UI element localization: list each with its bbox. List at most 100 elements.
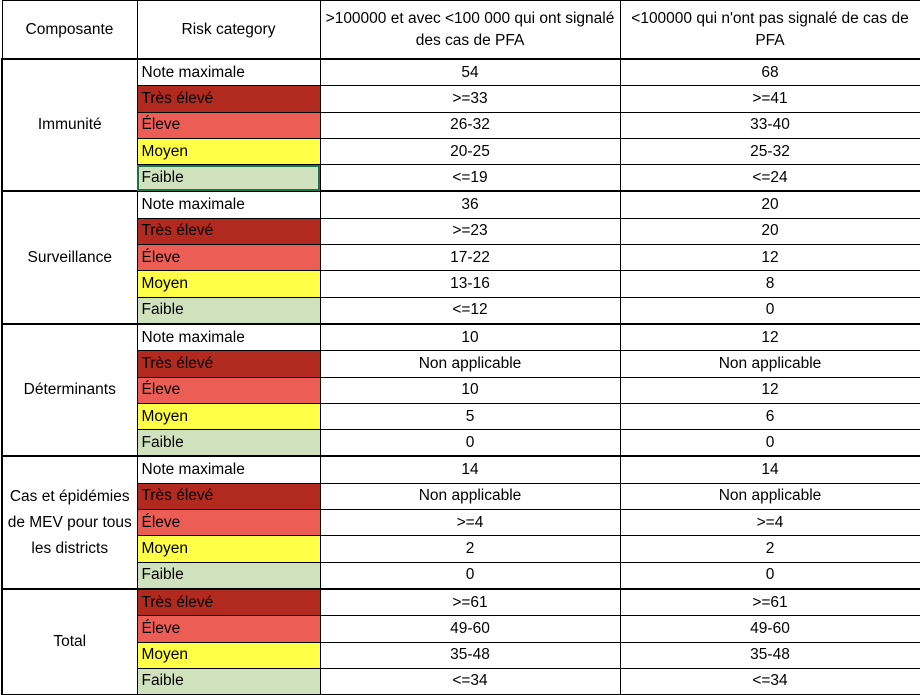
value-cell-col-a[interactable]: 0 xyxy=(319,429,621,457)
group-name-cell[interactable]: Cas et épidémies de MEV pour tous les di… xyxy=(1,455,138,590)
value-cell-col-b[interactable]: 12 xyxy=(619,322,920,352)
table-row: Faible <=34 <=34 xyxy=(2,667,920,695)
value-cell-col-b[interactable]: 6 xyxy=(619,402,920,431)
value-cell-col-a[interactable]: >=33 xyxy=(319,85,621,113)
value-cell-col-a[interactable]: 5 xyxy=(319,402,621,431)
value-cell-col-a[interactable]: <=19 xyxy=(319,164,621,192)
value-cell-col-a[interactable]: 10 xyxy=(319,322,621,352)
table-row: Éleve 17-22 12 xyxy=(2,244,920,272)
value-cell-col-b[interactable]: 49-60 xyxy=(619,615,920,643)
value-cell-col-a[interactable]: >=4 xyxy=(319,509,621,537)
value-cell-col-b[interactable]: 68 xyxy=(619,58,920,87)
risk-category-cell[interactable]: Note maximale xyxy=(136,58,321,87)
table-row: Moyen 20-25 25-32 xyxy=(2,137,920,166)
table-row: Déterminants Note maximale 10 12 xyxy=(1,322,920,457)
group-name-cell[interactable]: Déterminants xyxy=(1,322,138,457)
table-row: Très élevé >=23 20 xyxy=(2,217,920,246)
risk-category-cell[interactable]: Éleve xyxy=(136,509,321,537)
value-cell-col-b[interactable]: >=61 xyxy=(619,587,920,617)
table-body: Immunité Note maximale 54 68 Très élevé >=33 >… xyxy=(1,57,920,695)
value-cell-col-a[interactable]: >=23 xyxy=(319,217,621,246)
header-col-b[interactable]: <100000 qui n'ont pas signalé de cas de … xyxy=(619,0,920,60)
table-row: Immunité Note maximale 54 68 xyxy=(1,57,920,192)
value-cell-col-a[interactable]: 54 xyxy=(319,58,621,87)
value-cell-col-b[interactable]: >=41 xyxy=(619,85,920,113)
risk-category-cell[interactable]: Note maximale xyxy=(136,455,321,484)
table-row: Éleve 10 12 xyxy=(2,376,920,404)
header-risk-category[interactable]: Risk category xyxy=(136,0,321,60)
value-cell-col-a[interactable]: 20-25 xyxy=(319,137,621,166)
risk-category-cell[interactable]: Très élevé xyxy=(136,85,321,113)
table-row: Très élevé Non applicable Non applicable xyxy=(2,482,920,511)
risk-category-cell[interactable]: Très élevé xyxy=(136,482,321,511)
value-cell-col-b[interactable]: Non applicable xyxy=(619,482,920,511)
risk-category-cell[interactable]: Faible xyxy=(136,561,321,590)
risk-category-cell[interactable]: Note maximale xyxy=(136,322,321,352)
table-row: Faible <=19 <=24 xyxy=(2,164,920,192)
value-cell-col-b[interactable]: 0 xyxy=(619,429,920,457)
risk-category-cell[interactable]: Moyen xyxy=(136,137,321,166)
value-cell-col-b[interactable]: 12 xyxy=(619,376,920,404)
group-name-cell[interactable]: Immunité xyxy=(1,57,138,192)
header-composante[interactable]: Composante xyxy=(1,0,138,60)
value-cell-col-a[interactable]: 13-16 xyxy=(319,270,621,298)
risk-category-cell[interactable]: Moyen xyxy=(136,402,321,431)
value-cell-col-b[interactable]: Non applicable xyxy=(619,350,920,378)
value-cell-col-b[interactable]: 8 xyxy=(619,270,920,298)
group-name-cell[interactable]: Total xyxy=(1,587,138,695)
table-row: Total Très élevé >=61 >=61 xyxy=(1,587,920,695)
value-cell-col-b[interactable]: 35-48 xyxy=(619,641,920,669)
risk-category-cell[interactable]: Très élevé xyxy=(136,350,321,378)
table-row: Faible 0 0 xyxy=(2,561,920,590)
risk-category-cell[interactable]: Faible xyxy=(136,296,321,325)
risk-category-cell[interactable]: Faible xyxy=(136,429,321,457)
value-cell-col-a[interactable]: <=34 xyxy=(319,667,621,695)
value-cell-col-b[interactable]: 20 xyxy=(619,217,920,246)
table-row: Très élevé Non applicable Non applicable xyxy=(2,350,920,378)
value-cell-col-a[interactable]: 14 xyxy=(319,455,621,484)
risk-category-cell[interactable]: Moyen xyxy=(136,641,321,669)
risk-category-cell[interactable]: Faible xyxy=(136,164,321,192)
value-cell-col-a[interactable]: 26-32 xyxy=(319,111,621,139)
table-row: Éleve 49-60 49-60 xyxy=(2,615,920,643)
table-row: Éleve 26-32 33-40 xyxy=(2,111,920,139)
value-cell-col-b[interactable]: 25-32 xyxy=(619,137,920,166)
risk-category-cell[interactable]: Note maximale xyxy=(136,190,321,219)
value-cell-col-b[interactable]: 33-40 xyxy=(619,111,920,139)
value-cell-col-b[interactable]: 2 xyxy=(619,535,920,563)
value-cell-col-b[interactable]: <=34 xyxy=(619,667,920,695)
value-cell-col-a[interactable]: 35-48 xyxy=(319,641,621,669)
value-cell-col-a[interactable]: 36 xyxy=(319,190,621,219)
value-cell-col-b[interactable]: 20 xyxy=(619,190,920,219)
value-cell-col-a[interactable]: Non applicable xyxy=(319,482,621,511)
value-cell-col-b[interactable]: <=24 xyxy=(619,164,920,192)
value-cell-col-b[interactable]: 12 xyxy=(619,244,920,272)
value-cell-col-b[interactable]: 14 xyxy=(619,455,920,484)
value-cell-col-b[interactable]: 0 xyxy=(619,561,920,590)
risk-category-cell[interactable]: Éleve xyxy=(136,244,321,272)
value-cell-col-b[interactable]: 0 xyxy=(619,296,920,325)
value-cell-col-a[interactable]: 10 xyxy=(319,376,621,404)
table-row: Cas et épidémies de MEV pour tous les di… xyxy=(1,455,920,590)
value-cell-col-a[interactable]: 0 xyxy=(319,561,621,590)
risk-category-cell[interactable]: Très élevé xyxy=(136,587,321,617)
value-cell-col-a[interactable]: Non applicable xyxy=(319,350,621,378)
header-col-a[interactable]: >100000 et avec <100 000 qui ont signalé… xyxy=(319,0,621,60)
risk-category-cell[interactable]: Faible xyxy=(136,667,321,695)
table-row: Moyen 13-16 8 xyxy=(2,270,920,298)
value-cell-col-a[interactable]: >=61 xyxy=(319,587,621,617)
value-cell-col-a[interactable]: 49-60 xyxy=(319,615,621,643)
table-row: Faible 0 0 xyxy=(2,429,920,457)
risk-category-cell[interactable]: Éleve xyxy=(136,111,321,139)
risk-category-cell[interactable]: Très élevé xyxy=(136,217,321,246)
risk-category-cell[interactable]: Moyen xyxy=(136,535,321,563)
value-cell-col-a[interactable]: 17-22 xyxy=(319,244,621,272)
risk-category-cell[interactable]: Éleve xyxy=(136,376,321,404)
risk-category-cell[interactable]: Moyen xyxy=(136,270,321,298)
group-name-cell[interactable]: Surveillance xyxy=(1,190,138,325)
value-cell-col-a[interactable]: 2 xyxy=(319,535,621,563)
value-cell-col-b[interactable]: >=4 xyxy=(619,509,920,537)
risk-category-cell[interactable]: Éleve xyxy=(136,615,321,643)
value-cell-col-a[interactable]: <=12 xyxy=(319,296,621,325)
